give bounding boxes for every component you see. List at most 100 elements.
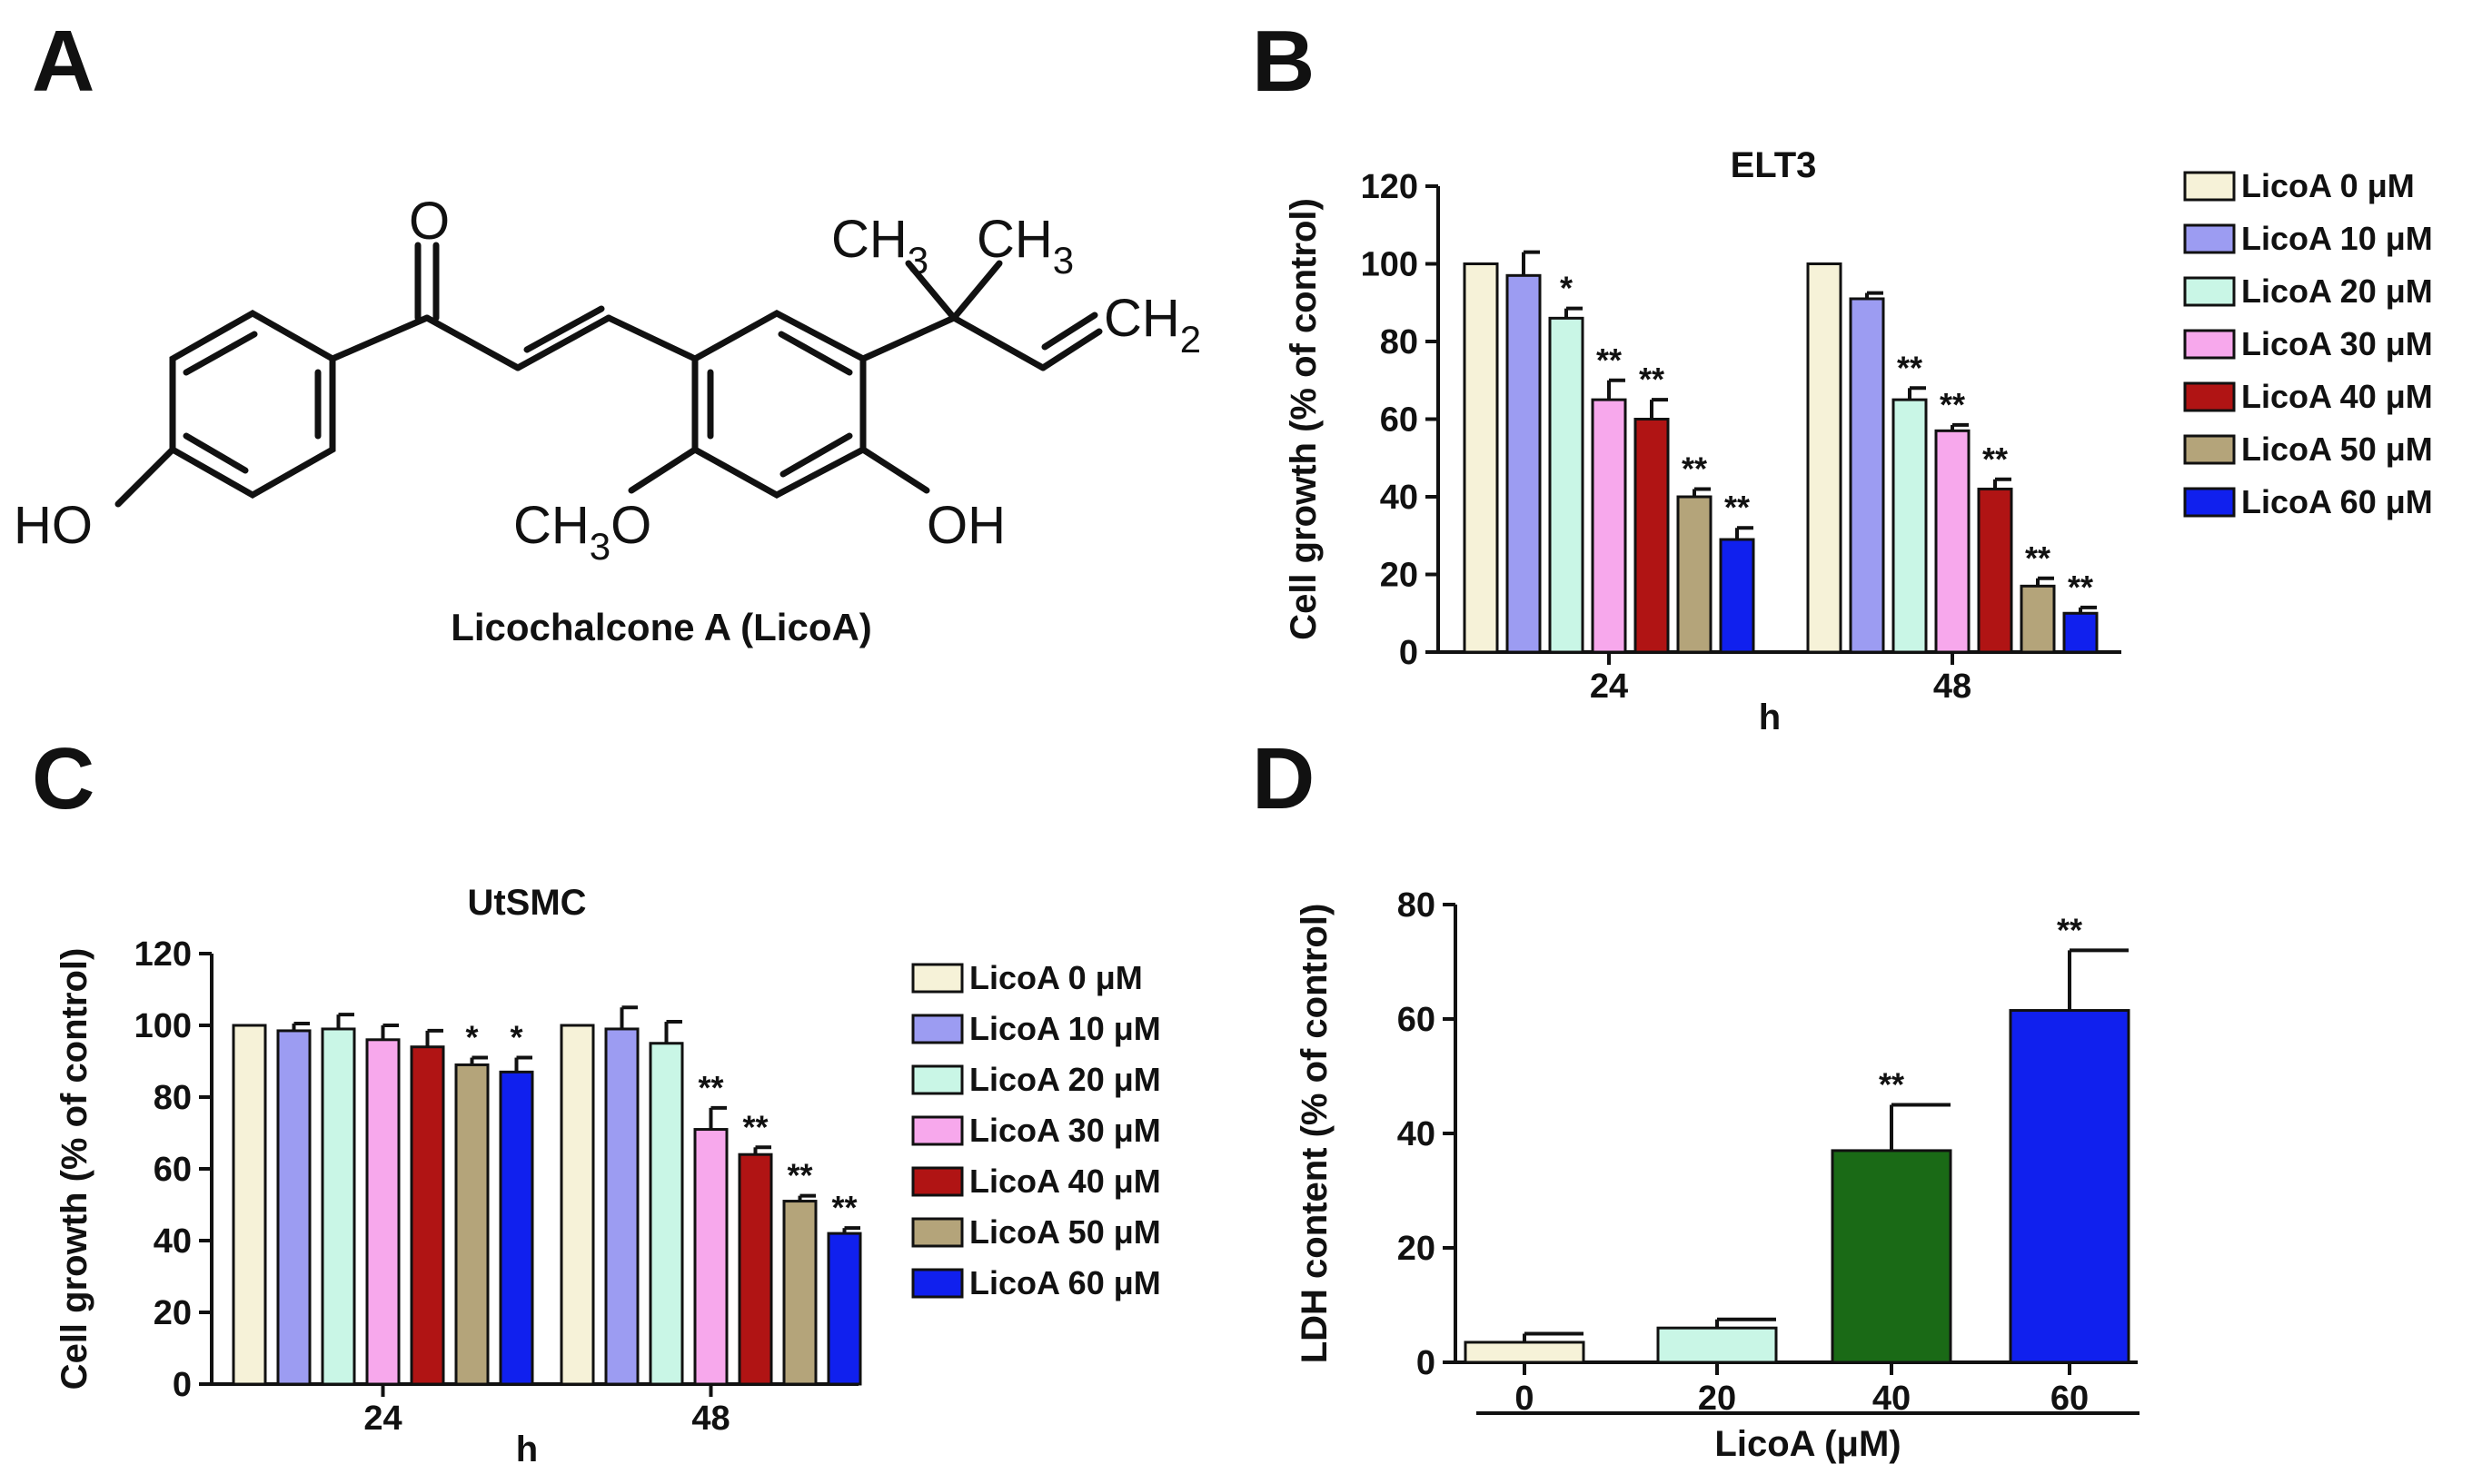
b-bar — [1505, 273, 1542, 654]
c-legend-swatch — [911, 1115, 964, 1146]
b-bar — [1891, 398, 1928, 654]
c-bar — [232, 1024, 267, 1386]
enone-bond-3 — [605, 314, 699, 362]
c-bar — [827, 1232, 862, 1386]
c-legend-label: LicoA 40 μM — [969, 1162, 1161, 1200]
b-bar — [1806, 262, 1842, 654]
atom-ho: HO — [14, 496, 93, 555]
c-ytick-label: 40 — [154, 1222, 192, 1261]
d-ytick-label: 0 — [1416, 1344, 1435, 1382]
d-bar — [2009, 1009, 2130, 1364]
b-legend-swatch — [2183, 434, 2236, 465]
c-xtick-label: 48 — [691, 1400, 730, 1438]
c-bar — [604, 1027, 640, 1386]
c-ytick-label: 60 — [154, 1151, 192, 1189]
d-significance-label: ** — [1879, 1066, 1904, 1103]
b-bar — [2062, 611, 2099, 654]
c-chart-title: UtSMC — [467, 883, 586, 923]
b-ytick-label: 0 — [1399, 634, 1418, 672]
b-significance-label: ** — [1982, 440, 2008, 478]
b-xtick-label: 48 — [1933, 668, 1971, 706]
b-bar — [1934, 429, 1971, 654]
c-legend-swatch — [911, 963, 964, 994]
ring-carbonyl-bond — [329, 314, 431, 362]
right-benzene-ring — [691, 310, 867, 499]
quaternary-bond — [859, 314, 958, 362]
b-ytick-label: 80 — [1380, 323, 1418, 361]
ho-bond — [114, 446, 176, 508]
d-y-axis-label: LDH content (% of control) — [1295, 904, 1335, 1364]
b-ytick-label: 120 — [1361, 168, 1418, 206]
c-significance-label: * — [510, 1019, 522, 1056]
c-legend-swatch — [911, 1064, 964, 1095]
b-x-axis-label: h — [1759, 697, 1781, 737]
c-ytick-label: 80 — [154, 1079, 192, 1117]
c-legend-swatch — [911, 1014, 964, 1044]
c-legend-label: LicoA 30 μM — [969, 1112, 1161, 1149]
licochalcone-a-structure: O CH3 CH3 CH2 HO CH3O OH — [14, 192, 1201, 568]
c-significance-label: * — [465, 1019, 478, 1056]
c-legend-label: LicoA 10 μM — [969, 1010, 1161, 1047]
c-bar — [454, 1063, 490, 1386]
b-legend-swatch — [2183, 487, 2236, 518]
d-bar — [1464, 1341, 1585, 1364]
b-bar — [1548, 316, 1584, 654]
c-xtick-label: 24 — [363, 1400, 402, 1438]
c-bar — [410, 1045, 445, 1386]
b-significance-label: ** — [2068, 569, 2093, 606]
d-bar — [1831, 1149, 1952, 1364]
vinyl-double-bond — [1039, 328, 1103, 371]
c-ytick-label: 100 — [134, 1007, 192, 1045]
c-y-axis-label: Cell growth (% of control) — [55, 948, 94, 1390]
b-significance-label: ** — [1639, 361, 1664, 398]
d-ytick-label: 40 — [1397, 1115, 1435, 1153]
c-significance-label: ** — [742, 1108, 768, 1145]
b-legend-swatch — [2183, 171, 2236, 202]
methyl-bond-2 — [950, 260, 1003, 322]
d-bar — [1656, 1326, 1778, 1364]
chart-elt3: 0 20 40 60 80 100 120 Cell growth (% of control… — [1284, 145, 2433, 737]
methoxy-bond — [628, 446, 699, 494]
panel-letter-b: B — [1252, 13, 1315, 110]
b-legend-swatch — [2183, 329, 2236, 360]
atom-och3: CH3O — [513, 496, 651, 568]
c-x-axis-label: h — [516, 1430, 538, 1469]
chart-utsmc: 0 20 40 60 80 100 120 Cell growth (% of control… — [55, 883, 1161, 1469]
b-legend-swatch — [2183, 276, 2236, 307]
d-x-axis-label: LicoA (μM) — [1714, 1424, 1901, 1464]
b-legend-label: LicoA 50 μM — [2241, 430, 2433, 468]
b-significance-label: ** — [2025, 539, 2050, 577]
vinyl-bond-1 — [950, 314, 1047, 371]
methyl-bond-1 — [905, 260, 958, 322]
c-bar — [499, 1070, 534, 1386]
structure-caption: Licochalcone A (LicoA) — [451, 606, 872, 648]
c-bar — [365, 1038, 401, 1386]
left-ring-inner-bond-1 — [183, 331, 258, 376]
b-bar — [2020, 584, 2056, 654]
b-bar — [1463, 262, 1499, 654]
enone-double-bond — [514, 314, 612, 371]
b-legend-label: LicoA 0 μM — [2241, 167, 2415, 204]
right-ring-inner-bond-2 — [778, 331, 853, 376]
b-significance-label: ** — [1682, 450, 1707, 487]
panel-letter-a: A — [32, 13, 94, 110]
b-significance-label: ** — [1596, 341, 1622, 379]
b-bar — [1591, 398, 1627, 654]
b-legend-swatch — [2183, 381, 2236, 412]
oh-bond — [859, 446, 930, 494]
b-bar — [1849, 297, 1885, 654]
b-ytick-label: 60 — [1380, 401, 1418, 440]
c-legend-label: LicoA 0 μM — [969, 959, 1143, 996]
b-y-axis-label: Cell growth (% of control) — [1284, 198, 1324, 640]
d-ytick-label: 20 — [1397, 1230, 1435, 1268]
atom-oh: OH — [927, 496, 1006, 555]
atom-ch3-2: CH3 — [977, 210, 1074, 282]
b-significance-label: ** — [1940, 386, 1965, 423]
left-benzene-ring — [169, 309, 336, 500]
panel-letter-d: D — [1252, 730, 1315, 827]
c-bar — [782, 1200, 818, 1386]
panel-letter-c: C — [32, 730, 94, 827]
b-significance-label: ** — [1724, 489, 1750, 526]
d-ytick-label: 60 — [1397, 1001, 1435, 1039]
c-legend-swatch — [911, 1217, 964, 1248]
